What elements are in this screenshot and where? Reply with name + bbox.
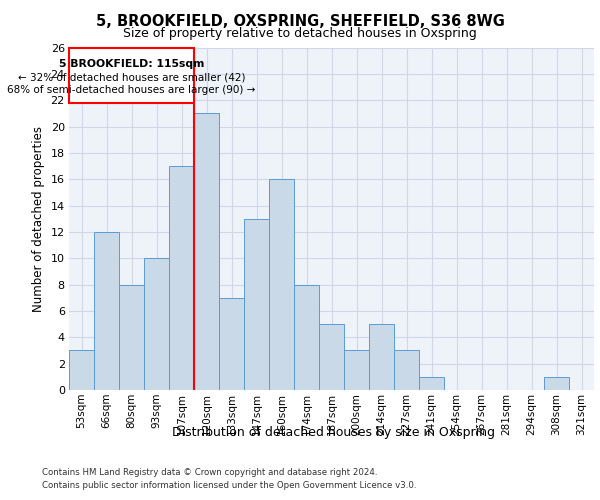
Text: 68% of semi-detached houses are larger (90) →: 68% of semi-detached houses are larger (…	[7, 84, 256, 94]
Bar	[169, 166, 194, 390]
Text: Contains HM Land Registry data © Crown copyright and database right 2024.: Contains HM Land Registry data © Crown c…	[42, 468, 377, 477]
Text: ← 32% of detached houses are smaller (42): ← 32% of detached houses are smaller (42…	[18, 72, 245, 82]
Bar	[319, 324, 344, 390]
Text: 5 BROOKFIELD: 115sqm: 5 BROOKFIELD: 115sqm	[59, 59, 204, 69]
Text: Size of property relative to detached houses in Oxspring: Size of property relative to detached ho…	[123, 28, 477, 40]
Bar	[69, 350, 94, 390]
Bar	[194, 114, 219, 390]
Bar	[269, 179, 294, 390]
Bar	[294, 284, 319, 390]
Y-axis label: Number of detached properties: Number of detached properties	[32, 126, 45, 312]
Text: Contains public sector information licensed under the Open Government Licence v3: Contains public sector information licen…	[42, 480, 416, 490]
FancyBboxPatch shape	[69, 48, 194, 103]
Text: Distribution of detached houses by size in Oxspring: Distribution of detached houses by size …	[172, 426, 494, 439]
Bar	[344, 350, 369, 390]
Bar	[394, 350, 419, 390]
Bar	[544, 377, 569, 390]
Bar	[369, 324, 394, 390]
Text: 5, BROOKFIELD, OXSPRING, SHEFFIELD, S36 8WG: 5, BROOKFIELD, OXSPRING, SHEFFIELD, S36 …	[95, 14, 505, 29]
Bar	[94, 232, 119, 390]
Bar	[144, 258, 169, 390]
Bar	[244, 219, 269, 390]
Bar	[419, 377, 444, 390]
Bar	[119, 284, 144, 390]
Bar	[219, 298, 244, 390]
